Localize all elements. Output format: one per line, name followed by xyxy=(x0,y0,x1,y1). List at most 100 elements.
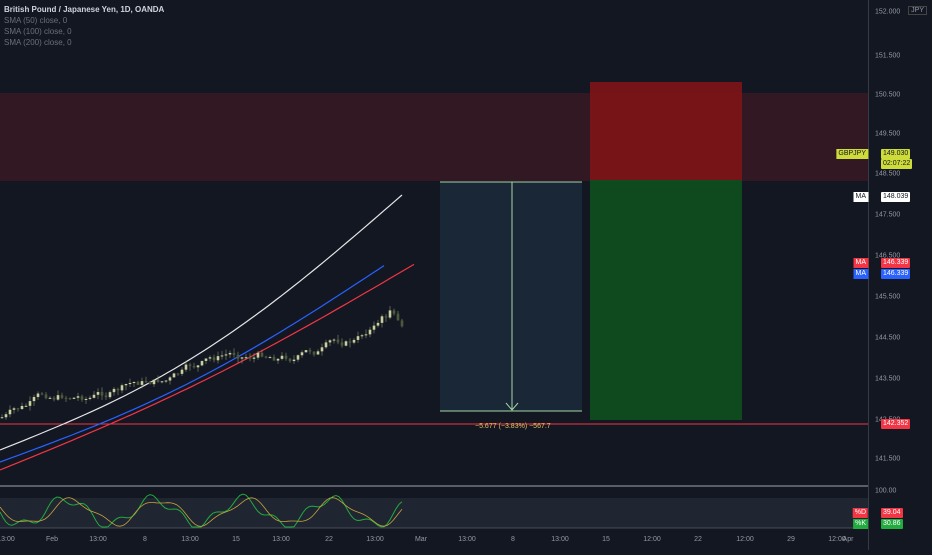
candle xyxy=(220,355,224,357)
candle xyxy=(132,382,136,384)
candle xyxy=(84,398,88,400)
candle xyxy=(296,355,300,360)
candle xyxy=(68,398,72,400)
candle xyxy=(156,379,160,383)
candle xyxy=(76,396,80,398)
candle xyxy=(28,401,32,406)
candle xyxy=(32,397,36,402)
time-axis-label: 8 xyxy=(143,536,147,543)
candle xyxy=(56,395,60,400)
take-profit-box xyxy=(590,180,742,420)
candle xyxy=(88,397,92,399)
time-axis-label: 29 xyxy=(787,536,795,543)
candle xyxy=(292,359,296,362)
stoch-k-label: %K xyxy=(853,519,868,529)
candle xyxy=(116,388,120,391)
price-axis[interactable]: JPY 152.000 151.500 150.500 149.500 148.500 1… xyxy=(868,0,932,550)
candle xyxy=(224,354,228,356)
time-axis-label: 13:00 xyxy=(89,536,107,543)
candle xyxy=(80,396,84,400)
candle xyxy=(164,380,168,382)
candle xyxy=(4,414,8,418)
price-chart[interactable] xyxy=(0,0,868,550)
time-axis-label: 13:00 xyxy=(366,536,384,543)
price-axis-label: 143.500 xyxy=(875,375,901,383)
stoch-d-line xyxy=(0,497,403,527)
stoch-axis-label: 100.00 xyxy=(875,487,897,495)
stoch-d-tag: 39.04 xyxy=(881,508,903,518)
candle xyxy=(288,358,292,362)
time-axis-label: 13:00 xyxy=(272,536,290,543)
candle xyxy=(364,334,368,336)
candle xyxy=(124,384,128,386)
candle xyxy=(0,417,4,419)
candle xyxy=(104,395,108,398)
candle xyxy=(368,329,372,335)
last-price-tag: 149.030 xyxy=(881,149,911,159)
ma-white-tag: 148.039 xyxy=(881,192,911,202)
chart-legend: British Pound / Japanese Yen, 1D, OANDA … xyxy=(4,4,164,48)
candle xyxy=(356,336,360,340)
candle xyxy=(52,397,56,400)
candle xyxy=(332,339,336,341)
time-axis-label: Mar xyxy=(414,536,428,543)
price-axis-label: 148.500 xyxy=(875,170,901,178)
candle xyxy=(108,392,112,398)
time-axis-label: 13:00 xyxy=(181,536,199,543)
candle xyxy=(324,342,328,348)
price-axis-label: 141.500 xyxy=(875,455,901,463)
price-axis-label: 145.500 xyxy=(875,293,901,301)
candle xyxy=(244,357,248,359)
candle xyxy=(140,381,144,385)
countdown-tag: 02:07:22 xyxy=(881,159,913,169)
time-axis-label: 8 xyxy=(511,536,515,543)
price-axis-label: 149.500 xyxy=(875,130,901,138)
candles xyxy=(0,305,404,420)
indicator-1[interactable]: SMA (50) close, 0 xyxy=(4,16,68,25)
candle xyxy=(92,394,96,398)
candle xyxy=(248,357,252,359)
candle xyxy=(24,405,28,407)
chart-area[interactable]: British Pound / Japanese Yen, 1D, OANDA … xyxy=(0,0,868,550)
candle xyxy=(228,352,232,355)
candle xyxy=(348,341,352,343)
candle xyxy=(216,356,220,361)
price-axis-label: 151.500 xyxy=(875,52,901,60)
candle xyxy=(384,316,388,318)
candle xyxy=(308,350,312,352)
symbol-tag: GBPJPY xyxy=(836,149,868,159)
candle xyxy=(192,366,196,368)
candle xyxy=(12,408,16,410)
candle xyxy=(272,357,276,361)
stoch-k-tag: 30.86 xyxy=(881,519,903,529)
time-axis-label: 15 xyxy=(602,536,610,543)
candle xyxy=(340,342,344,346)
candle xyxy=(40,393,44,395)
price-axis-label: 146.500 xyxy=(875,252,901,260)
candle xyxy=(396,313,400,321)
candle xyxy=(184,364,188,370)
candle xyxy=(344,341,348,346)
candle xyxy=(100,392,104,396)
candle xyxy=(328,340,332,343)
indicator-3[interactable]: SMA (200) close, 0 xyxy=(4,38,72,47)
projection-box xyxy=(440,182,582,411)
ma-blue-label: MA xyxy=(853,269,868,279)
time-axis-label: 13:00 xyxy=(0,536,15,543)
indicator-2[interactable]: SMA (100) close, 0 xyxy=(4,27,72,36)
price-axis-label: 152.000 xyxy=(875,8,901,16)
ma-red-label: MA xyxy=(853,258,868,268)
candle xyxy=(120,385,124,391)
candle xyxy=(128,382,132,385)
candle xyxy=(284,355,288,359)
hline-tag: 142.352 xyxy=(881,419,911,429)
candle xyxy=(148,381,152,385)
candle xyxy=(204,358,208,361)
candle xyxy=(136,382,140,385)
time-axis-label: Apr xyxy=(842,536,854,543)
candle xyxy=(8,409,12,415)
candle xyxy=(256,352,260,358)
candle xyxy=(360,335,364,337)
candle xyxy=(304,350,308,353)
candle xyxy=(276,358,280,361)
